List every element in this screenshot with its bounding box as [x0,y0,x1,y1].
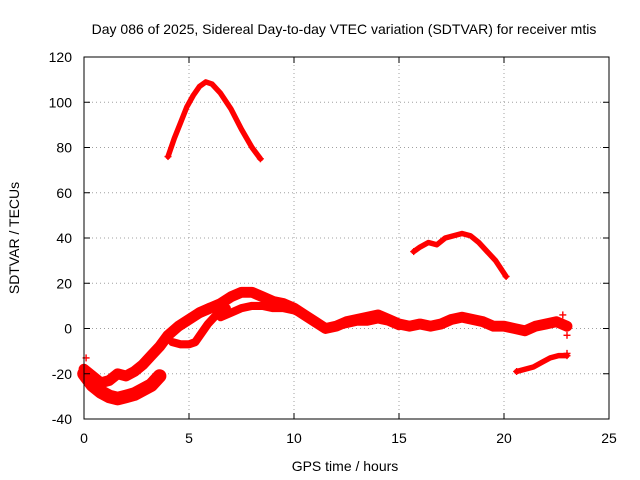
series-band-line [194,286,573,337]
series-start-marker [217,313,224,321]
y-tick-label: 20 [56,275,72,291]
data-series [77,79,573,406]
series-end-marker [563,322,571,330]
axis-ticks: 0 5 10 15 20 25 -40 -20 0 20 40 60 80 100 120 [49,49,617,446]
series-band-line [165,79,264,162]
series-band-line [513,352,570,375]
series-track-6-main [194,286,573,337]
series-end-marker [156,372,164,380]
y-tick-label: 80 [56,140,72,156]
series-start-marker [168,338,176,346]
x-tick-label: 0 [80,430,88,446]
y-tick-label: 40 [56,230,72,246]
x-tick-label: 20 [496,430,512,446]
series-band-line [77,367,167,406]
series-track-1-arc [164,79,264,163]
series-end-marker [256,155,264,163]
isolated-point-marker [563,331,571,339]
y-axis-label: SDTVAR / TECUs [6,182,22,294]
y-tick-label: 60 [56,185,72,201]
y-tick-label: 120 [49,49,73,65]
y-tick-label: -40 [52,411,72,427]
series-track-2-arc [410,230,510,280]
series-band-line [216,301,404,333]
series-start-marker [410,248,418,256]
chart-title: Day 086 of 2025, Sidereal Day-to-day VTE… [92,21,597,37]
series-track-7-parallel [216,301,404,333]
isolated-point-marker [559,311,567,319]
series-end-marker [395,322,403,330]
series-start-marker [513,367,521,375]
y-tick-label: -20 [52,366,72,382]
x-axis-label: GPS time / hours [292,458,399,474]
x-tick-label: 5 [185,430,193,446]
isolated-point-marker [563,349,571,357]
series-band-line [78,302,216,389]
series-band-line [410,230,509,280]
series-end-marker [502,272,510,280]
grid-lines [84,57,609,419]
series-start-marker [164,153,172,161]
plot-frame [83,56,610,420]
y-tick-label: 0 [64,321,72,337]
y-tick-label: 100 [49,94,73,110]
x-tick-label: 10 [286,430,302,446]
series-band-line [168,304,231,349]
series-start-marker [196,309,203,317]
x-tick-label: 25 [601,430,617,446]
x-tick-label: 15 [391,430,407,446]
series-track-8-late [513,352,571,375]
